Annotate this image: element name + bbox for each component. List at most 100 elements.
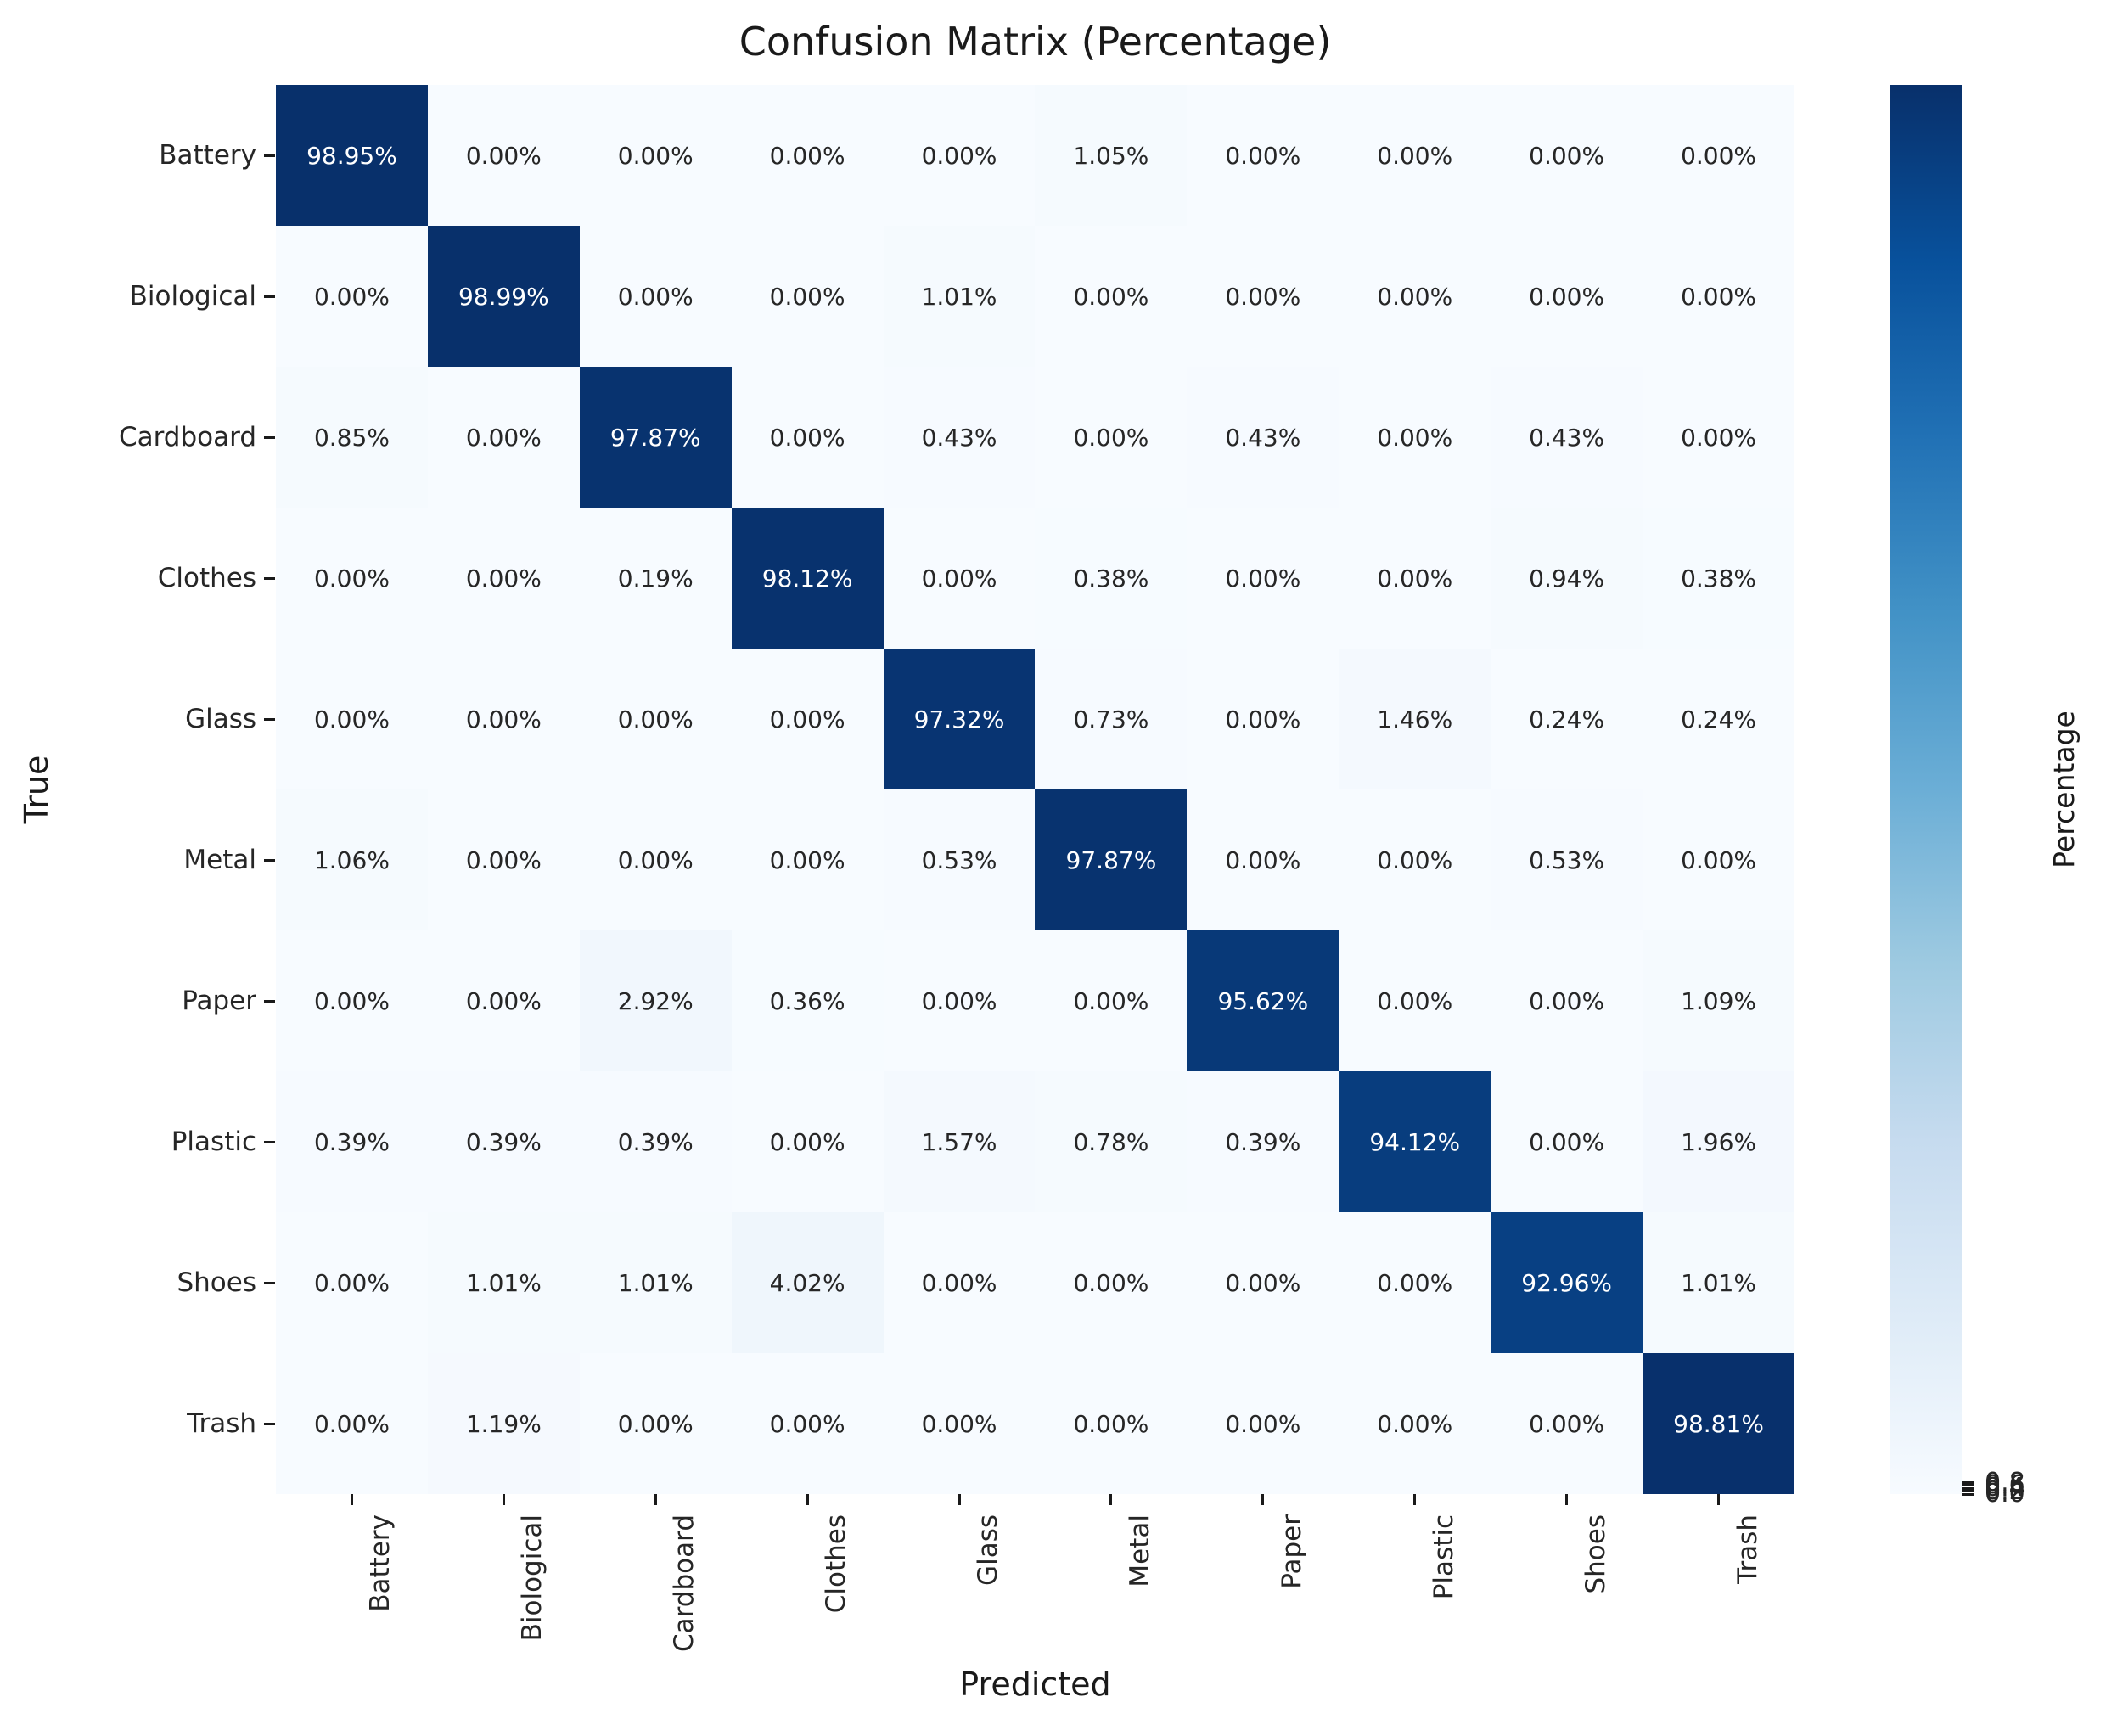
- heatmap-cell-cardboard-plastic: 0.00%: [1339, 367, 1491, 508]
- heatmap-cell-battery-biological: 0.00%: [427, 85, 580, 226]
- heatmap-cell-battery-battery: 98.95%: [276, 85, 428, 226]
- heatmap-cell-glass-glass: 97.32%: [883, 649, 1036, 789]
- heatmap-cell-trash-trash: 98.81%: [1643, 1353, 1794, 1494]
- heatmap-cell-clothes-battery: 0.00%: [276, 508, 428, 649]
- heatmap-cell-clothes-glass: 0.00%: [883, 508, 1036, 649]
- heatmap-grid: 98.95% 0.00% 0.00% 0.00% 0.00% 1.05% 0.00% 0.00…: [276, 85, 1794, 1494]
- heatmap-cell-paper-clothes: 0.36%: [731, 930, 884, 1071]
- x-tick-mark: [1109, 1494, 1113, 1505]
- heatmap-cell-clothes-metal: 0.38%: [1035, 508, 1188, 649]
- heatmap-cell-biological-clothes: 0.00%: [731, 226, 884, 367]
- heatmap-cell-trash-battery: 0.00%: [276, 1353, 428, 1494]
- heatmap-cell-shoes-plastic: 0.00%: [1339, 1212, 1491, 1353]
- heatmap-cell-plastic-cardboard: 0.39%: [579, 1071, 732, 1212]
- heatmap-cell-glass-biological: 0.00%: [427, 649, 580, 789]
- y-tick-mark: [264, 154, 275, 157]
- x-tick-mark: [1565, 1494, 1569, 1505]
- heatmap-cell-paper-shoes: 0.00%: [1491, 930, 1643, 1071]
- heatmap-cell-paper-battery: 0.00%: [276, 930, 428, 1071]
- heatmap-cell-plastic-clothes: 0.00%: [731, 1071, 884, 1212]
- heatmap-cell-glass-metal: 0.73%: [1035, 649, 1188, 789]
- colorbar-tick-mark: [1962, 1486, 1974, 1490]
- heatmap-cell-metal-glass: 0.53%: [883, 789, 1036, 930]
- heatmap-cell-plastic-plastic: 94.12%: [1339, 1071, 1491, 1212]
- chart-title: Confusion Matrix (Percentage): [739, 19, 1332, 65]
- y-tick-label-battery: Battery: [159, 140, 256, 171]
- y-tick-label-trash: Trash: [187, 1408, 256, 1439]
- heatmap-cell-battery-plastic: 0.00%: [1339, 85, 1491, 226]
- heatmap-cell-clothes-shoes: 0.94%: [1491, 508, 1643, 649]
- heatmap-cell-battery-trash: 0.00%: [1643, 85, 1794, 226]
- colorbar-tick-label: 0.6: [1985, 1469, 2025, 1500]
- colorbar-tick-label: 0.2: [1985, 1475, 2025, 1506]
- y-tick-mark: [264, 435, 275, 439]
- heatmap-cell-cardboard-battery: 0.85%: [276, 367, 428, 508]
- heatmap-cell-clothes-biological: 0.00%: [427, 508, 580, 649]
- heatmap-cell-cardboard-shoes: 0.43%: [1491, 367, 1643, 508]
- heatmap-cell-trash-cardboard: 0.00%: [579, 1353, 732, 1494]
- heatmap-cell-biological-shoes: 0.00%: [1491, 226, 1643, 367]
- heatmap-cell-shoes-paper: 0.00%: [1187, 1212, 1339, 1353]
- heatmap-cell-cardboard-cardboard: 97.87%: [579, 367, 732, 508]
- x-axis-title: Predicted: [959, 1666, 1111, 1703]
- heatmap-cell-shoes-clothes: 4.02%: [731, 1212, 884, 1353]
- heatmap-cell-trash-paper: 0.00%: [1187, 1353, 1339, 1494]
- x-tick-mark: [502, 1494, 505, 1505]
- heatmap-cell-glass-clothes: 0.00%: [731, 649, 884, 789]
- heatmap-cell-metal-battery: 1.06%: [276, 789, 428, 930]
- heatmap-cell-battery-metal: 1.05%: [1035, 85, 1188, 226]
- x-tick-mark: [654, 1494, 657, 1505]
- heatmap-cell-shoes-metal: 0.00%: [1035, 1212, 1188, 1353]
- y-tick-mark: [264, 1140, 275, 1143]
- heatmap-cell-paper-metal: 0.00%: [1035, 930, 1188, 1071]
- heatmap-cell-biological-plastic: 0.00%: [1339, 226, 1491, 367]
- heatmap-cell-trash-shoes: 0.00%: [1491, 1353, 1643, 1494]
- heatmap-cell-clothes-plastic: 0.00%: [1339, 508, 1491, 649]
- colorbar-tick-mark: [1962, 1481, 1974, 1485]
- x-tick-mark: [350, 1494, 353, 1505]
- heatmap-cell-metal-plastic: 0.00%: [1339, 789, 1491, 930]
- heatmap-cell-cardboard-trash: 0.00%: [1643, 367, 1794, 508]
- heatmap-cell-glass-battery: 0.00%: [276, 649, 428, 789]
- colorbar-tick-mark: [1962, 1492, 1974, 1496]
- heatmap-cell-shoes-biological: 1.01%: [427, 1212, 580, 1353]
- y-tick-label-shoes: Shoes: [177, 1267, 256, 1298]
- y-tick-label-metal: Metal: [183, 845, 256, 875]
- heatmap-cell-plastic-trash: 1.96%: [1643, 1071, 1794, 1212]
- heatmap-cell-paper-cardboard: 2.92%: [579, 930, 732, 1071]
- heatmap-cell-paper-glass: 0.00%: [883, 930, 1036, 1071]
- heatmap-cell-cardboard-biological: 0.00%: [427, 367, 580, 508]
- y-tick-mark: [264, 576, 275, 580]
- y-tick-mark: [264, 999, 275, 1003]
- y-tick-label-glass: Glass: [185, 704, 256, 734]
- heatmap-cell-biological-cardboard: 0.00%: [579, 226, 732, 367]
- y-axis-title: True: [18, 755, 55, 824]
- heatmap-cell-shoes-glass: 0.00%: [883, 1212, 1036, 1353]
- y-tick-label-plastic: Plastic: [171, 1126, 256, 1157]
- heatmap-cell-plastic-glass: 1.57%: [883, 1071, 1036, 1212]
- heatmap-cell-plastic-shoes: 0.00%: [1491, 1071, 1643, 1212]
- heatmap-cell-glass-shoes: 0.24%: [1491, 649, 1643, 789]
- heatmap-cell-metal-shoes: 0.53%: [1491, 789, 1643, 930]
- heatmap-cell-trash-metal: 0.00%: [1035, 1353, 1188, 1494]
- y-tick-mark: [264, 1281, 275, 1284]
- heatmap-cell-biological-biological: 98.99%: [427, 226, 580, 367]
- heatmap-cell-plastic-metal: 0.78%: [1035, 1071, 1188, 1212]
- heatmap-cell-shoes-shoes: 92.96%: [1491, 1212, 1643, 1353]
- y-tick-label-clothes: Clothes: [157, 563, 256, 593]
- heatmap-cell-battery-glass: 0.00%: [883, 85, 1036, 226]
- heatmap-cell-clothes-clothes: 98.12%: [731, 508, 884, 649]
- heatmap-cell-shoes-trash: 1.01%: [1643, 1212, 1794, 1353]
- y-tick-mark: [264, 717, 275, 721]
- heatmap-cell-biological-trash: 0.00%: [1643, 226, 1794, 367]
- x-tick-mark: [1413, 1494, 1417, 1505]
- heatmap-cell-trash-biological: 1.19%: [427, 1353, 580, 1494]
- heatmap-cell-metal-paper: 0.00%: [1187, 789, 1339, 930]
- heatmap-cell-glass-plastic: 1.46%: [1339, 649, 1491, 789]
- heatmap-cell-paper-trash: 1.09%: [1643, 930, 1794, 1071]
- heatmap-cell-cardboard-clothes: 0.00%: [731, 367, 884, 508]
- heatmap-cell-trash-plastic: 0.00%: [1339, 1353, 1491, 1494]
- heatmap-cell-paper-plastic: 0.00%: [1339, 930, 1491, 1071]
- heatmap-cell-biological-glass: 1.01%: [883, 226, 1036, 367]
